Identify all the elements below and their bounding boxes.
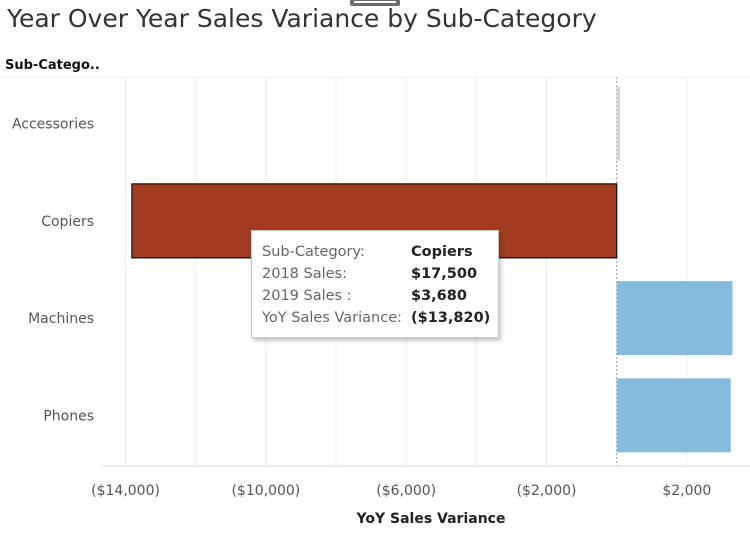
tooltip-key: 2018 Sales: [262,266,347,282]
tooltip-value: $3,680 [411,288,467,304]
tooltip-key: YoY Sales Variance: [262,310,402,326]
tooltip-row-2018-sales: 2018 Sales: $17,500 [262,263,498,285]
tooltip: Sub-Category: Copiers 2018 Sales: $17,50… [251,230,499,338]
x-tick-label: ($14,000) [91,483,160,499]
category-labels: Accessories Copiers Machines Phones [12,117,94,425]
x-tick-label: ($10,000) [231,483,300,499]
tooltip-row-sub-category: Sub-Category: Copiers [262,241,498,263]
x-tick-label: $2,000 [662,483,711,499]
tooltip-value: Copiers [411,244,473,260]
category-label-copiers[interactable]: Copiers [41,214,94,230]
category-label-phones[interactable]: Phones [43,408,94,424]
x-tick-labels: ($14,000) ($10,000) ($6,000) ($2,000) $2,000 [91,483,711,499]
tooltip-value: ($13,820) [411,310,491,326]
chart-title: Year Over Year Sales Variance by Sub-Cat… [7,4,597,33]
bar-phones[interactable] [616,378,731,453]
bar-machines[interactable] [616,281,733,356]
tooltip-key: Sub-Category: [262,244,365,260]
row-header-sub-category[interactable]: Sub-Catego.. [5,58,100,73]
tooltip-key: 2019 Sales : [262,288,352,304]
category-label-machines[interactable]: Machines [28,311,94,327]
tooltip-row-2019-sales: 2019 Sales : $3,680 [262,285,498,307]
x-tick-label: ($2,000) [517,483,577,499]
x-tick-label: ($6,000) [376,483,436,499]
tooltip-row-yoy-variance: YoY Sales Variance: ($13,820) [262,307,498,329]
category-label-accessories[interactable]: Accessories [12,117,94,133]
drag-handle[interactable] [350,0,400,6]
tooltip-value: $17,500 [411,266,478,282]
x-axis-title: YoY Sales Variance [356,511,506,527]
bar-accessories[interactable] [616,86,621,161]
